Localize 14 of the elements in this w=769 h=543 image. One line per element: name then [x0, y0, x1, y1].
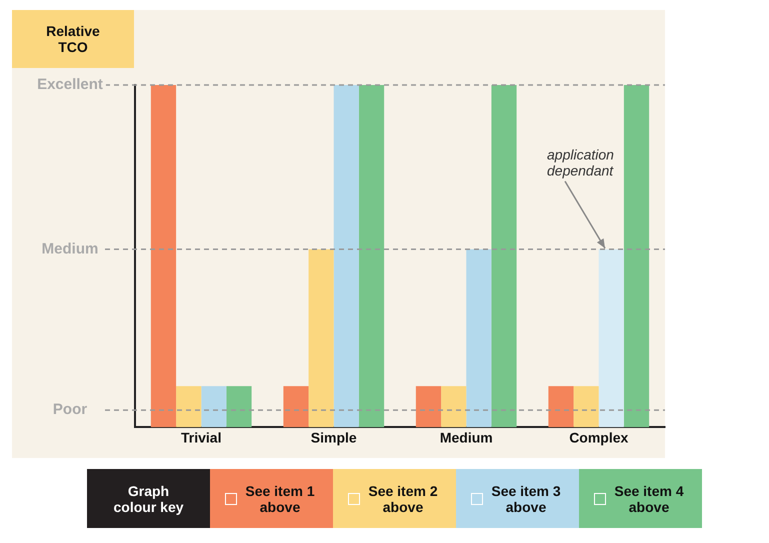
y-axis-title: Relative TCO — [12, 10, 134, 68]
legend-label: See item 3 above — [490, 482, 562, 514]
legend-label: See item 1 above — [244, 482, 316, 514]
legend-label: See item 4 above — [613, 482, 685, 514]
legend-title: Graph colour key — [87, 469, 210, 528]
annotation: application dependant — [547, 146, 614, 178]
x-tick-label: Complex — [569, 429, 629, 446]
x-tick-label: Medium — [440, 429, 493, 446]
legend-label: See item 2 above — [367, 482, 439, 514]
ref-line-label: Poor — [52, 401, 88, 418]
ref-line-label: Excellent — [37, 76, 103, 94]
ref-line-label: Medium — [42, 240, 98, 258]
x-tick-label: Simple — [310, 429, 357, 446]
x-tick-label: Trivial — [181, 429, 222, 446]
